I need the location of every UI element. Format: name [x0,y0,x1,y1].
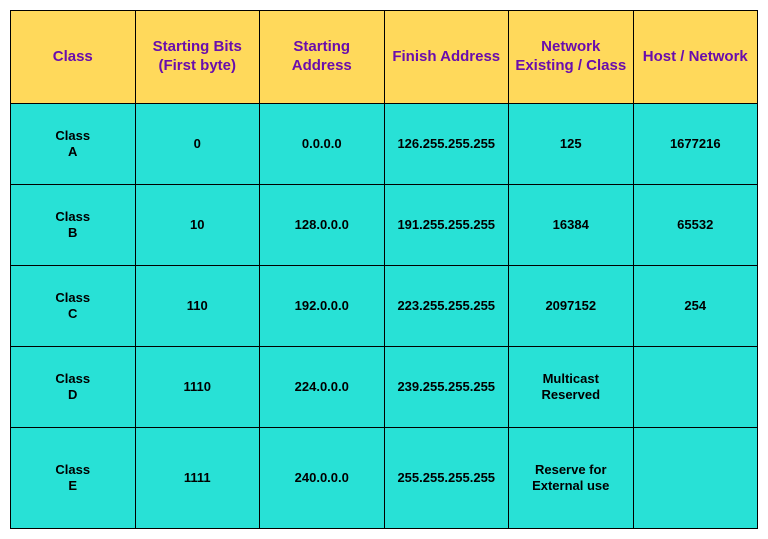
table-row: ClassA 0 0.0.0.0 126.255.255.255 125 167… [11,104,758,185]
cell-class: ClassC [11,266,136,347]
cell-network: 125 [509,104,634,185]
cell-class: ClassD [11,347,136,428]
cell-network: 2097152 [509,266,634,347]
cell-network: 16384 [509,185,634,266]
cell-host [633,428,758,529]
cell-network: MulticastReserved [509,347,634,428]
cell-class: ClassB [11,185,136,266]
cell-finish: 191.255.255.255 [384,185,509,266]
cell-finish: 239.255.255.255 [384,347,509,428]
cell-host: 1677216 [633,104,758,185]
cell-bits: 1110 [135,347,260,428]
cell-class: ClassA [11,104,136,185]
col-bits: Starting Bits (First byte) [135,11,260,104]
table-row: ClassC 110 192.0.0.0 223.255.255.255 209… [11,266,758,347]
table-row: ClassE 1111 240.0.0.0 255.255.255.255 Re… [11,428,758,529]
col-class: Class [11,11,136,104]
col-network: Network Existing / Class [509,11,634,104]
cell-host: 65532 [633,185,758,266]
table-header-row: Class Starting Bits (First byte) Startin… [11,11,758,104]
ip-class-table: Class Starting Bits (First byte) Startin… [10,10,758,529]
cell-start: 0.0.0.0 [260,104,385,185]
table-body: ClassA 0 0.0.0.0 126.255.255.255 125 167… [11,104,758,529]
table-row: ClassB 10 128.0.0.0 191.255.255.255 1638… [11,185,758,266]
cell-class: ClassE [11,428,136,529]
cell-start: 224.0.0.0 [260,347,385,428]
cell-host: 254 [633,266,758,347]
cell-finish: 223.255.255.255 [384,266,509,347]
cell-start: 192.0.0.0 [260,266,385,347]
cell-bits: 0 [135,104,260,185]
cell-bits: 10 [135,185,260,266]
cell-start: 240.0.0.0 [260,428,385,529]
cell-finish: 126.255.255.255 [384,104,509,185]
col-start: Starting Address [260,11,385,104]
col-host: Host / Network [633,11,758,104]
table-row: ClassD 1110 224.0.0.0 239.255.255.255 Mu… [11,347,758,428]
col-finish: Finish Address [384,11,509,104]
cell-bits: 110 [135,266,260,347]
cell-host [633,347,758,428]
cell-start: 128.0.0.0 [260,185,385,266]
cell-finish: 255.255.255.255 [384,428,509,529]
cell-network: Reserve forExternal use [509,428,634,529]
cell-bits: 1111 [135,428,260,529]
